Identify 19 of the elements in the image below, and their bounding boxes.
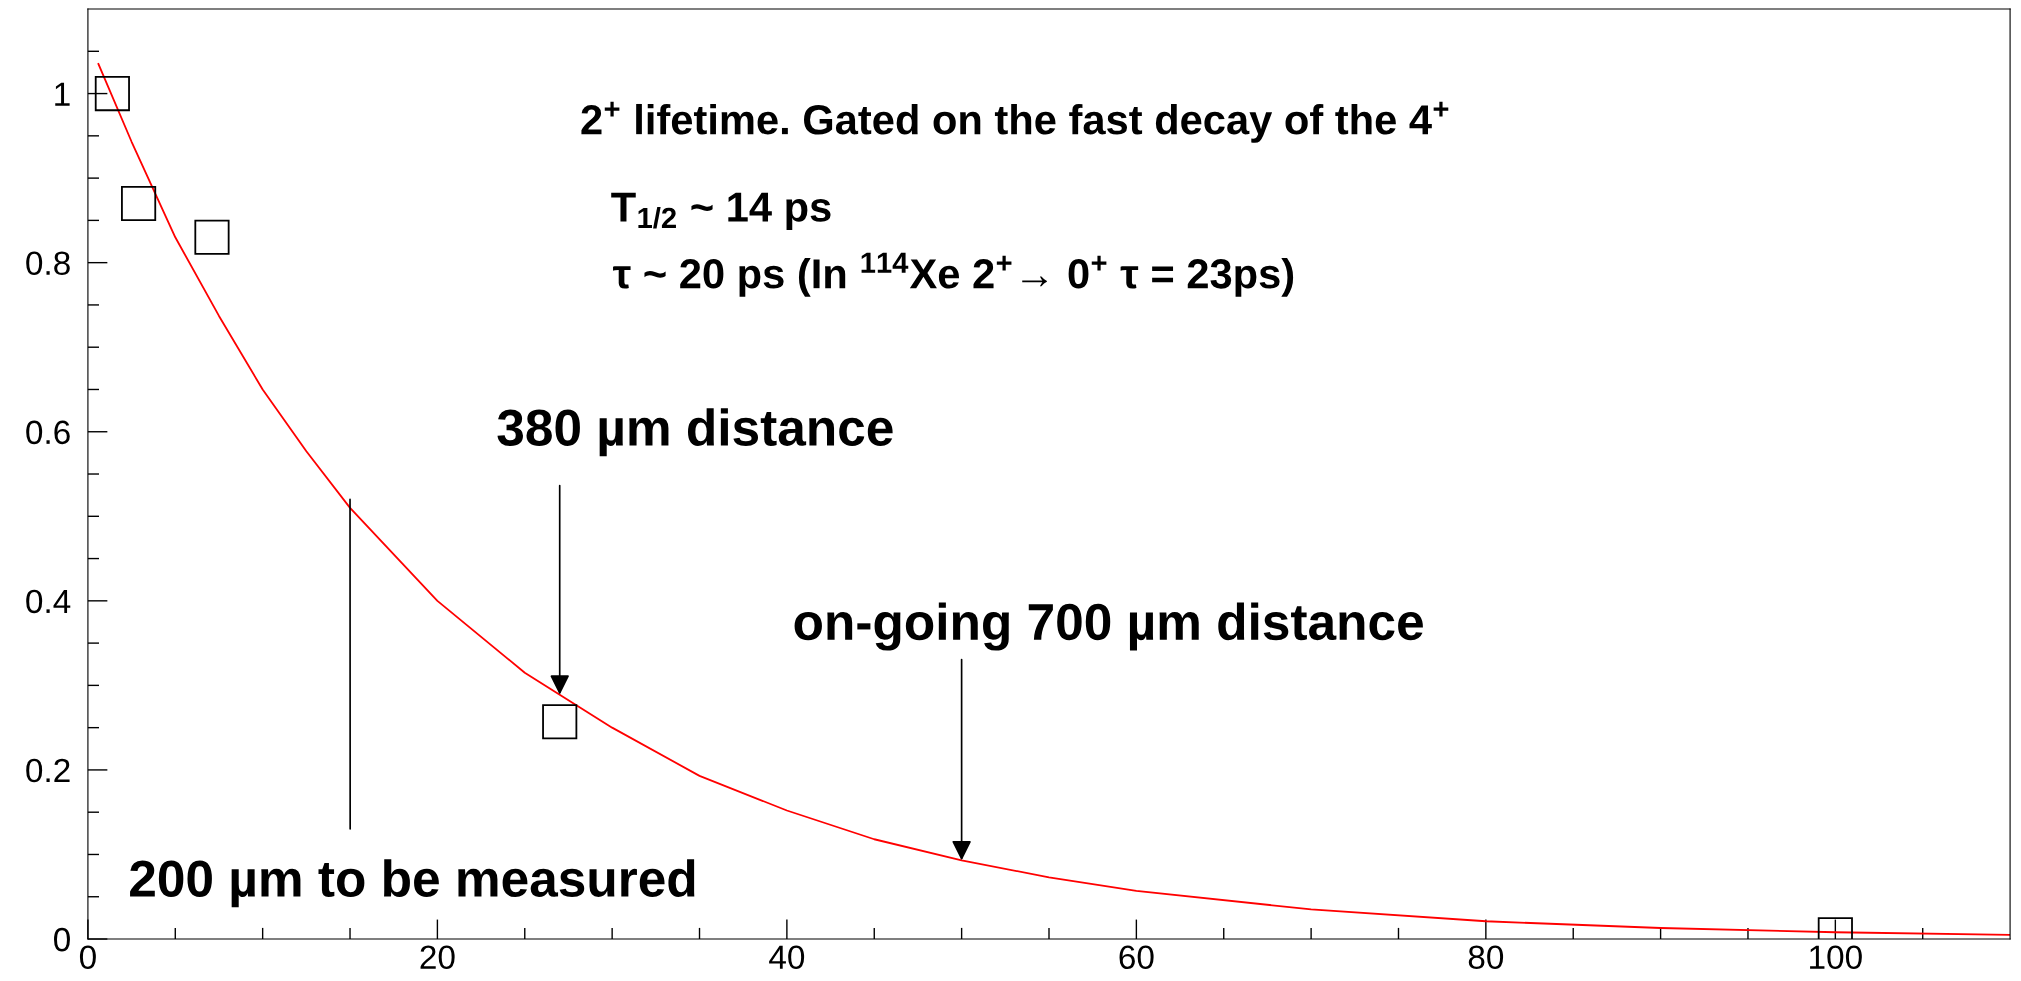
y-tick-label: 1	[55, 82, 70, 106]
line-series	[97, 63, 2011, 936]
annotation: T$_{1/2}$ ~ 14 ps	[611, 192, 831, 231]
x-tick-label: 60	[1119, 945, 1154, 970]
x-tick-label: 80	[1468, 945, 1504, 970]
y-tick-label: 0.4	[26, 589, 71, 614]
y-tick-label: 0.2	[26, 758, 70, 783]
annotation: τ ~ 20 ps (In $^{114}$Xe 2$^{+}$→ 0$^{+}$ τ = 23ps)	[613, 252, 1294, 297]
annotation: on-going 700 µm distance	[794, 602, 1423, 651]
annotation: 380 µm distance	[497, 408, 893, 457]
x-tick-label: 0	[79, 945, 96, 970]
annotation: 200 µm to be measured	[130, 859, 695, 908]
y-tick-label: 0.6	[26, 420, 70, 445]
y-tick-label: 0.8	[26, 251, 70, 276]
annotation: 2$^{+}$ lifetime. Gated on the fast decay of the 4$^{+}$	[581, 101, 1449, 143]
y-tick-label: 0	[54, 927, 70, 952]
x-tick-label: 100	[1810, 945, 1862, 970]
x-tick-label: 40	[769, 945, 805, 970]
x-tick-label: 20	[420, 945, 455, 970]
